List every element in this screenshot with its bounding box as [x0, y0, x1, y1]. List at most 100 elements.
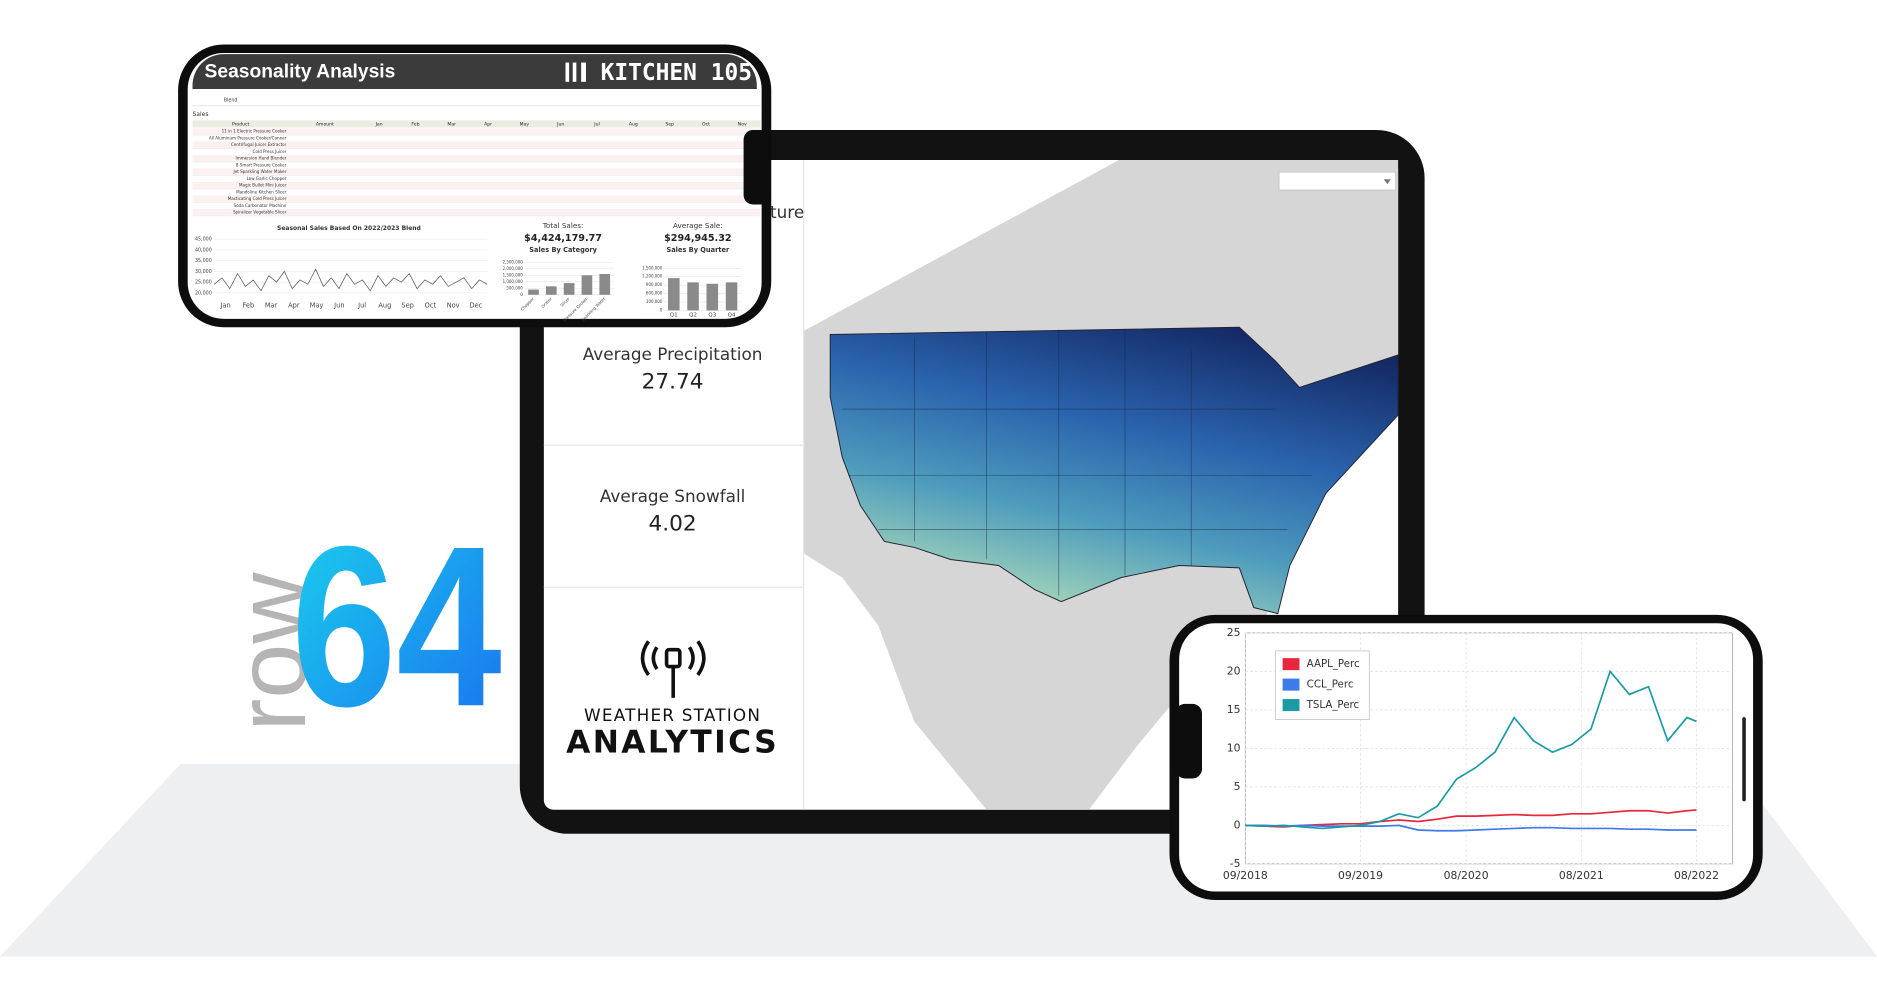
row-stripe — [192, 128, 761, 136]
x-tick-label: Dec — [470, 302, 483, 310]
kpi-label: Total Sales: — [542, 221, 584, 230]
y-tick-label: 1,500,000 — [503, 272, 524, 277]
sheet-title: Seasonality Analysis — [205, 61, 396, 82]
product-name: Jet Sparkling Water Maker — [233, 169, 287, 174]
sheet-label: Sales — [193, 111, 209, 118]
x-tick-label: Nov — [447, 302, 460, 310]
dropdown-arrow — [1383, 179, 1391, 185]
state-borders — [842, 329, 1312, 596]
product-name: Soda Carbonator Machine — [234, 203, 287, 208]
kpi-value: $294,945.32 — [664, 233, 731, 244]
column-header: Nov — [738, 121, 747, 127]
phone-notch — [743, 129, 771, 205]
y-tick-label: 1,500,000 — [642, 265, 663, 270]
seasonal-line — [213, 268, 488, 292]
y-tick-label: 0 — [1234, 818, 1241, 831]
y-tick-label: 900,000 — [646, 282, 663, 287]
x-tick-label: Jun — [333, 302, 344, 310]
category-title: Sales By Category — [529, 246, 597, 254]
bar — [668, 278, 680, 311]
antenna-icon — [640, 640, 706, 698]
x-tick-label: 08/2020 — [1444, 869, 1489, 882]
phone-notch — [1175, 703, 1203, 779]
y-tick-label: 35,000 — [195, 258, 212, 264]
bar — [725, 282, 738, 311]
line-chart: -5 0 5 10 15 20 25 09/2018 09/2019 08/2020 08/2021… — [1223, 626, 1733, 882]
column-header: Mar — [447, 121, 456, 127]
column-header: Amount — [316, 121, 334, 127]
column-header: Sep — [665, 121, 674, 127]
product-name: Centrifugal Juicer Extractor — [231, 142, 287, 147]
logo-line2: ANALYTICS — [566, 725, 779, 761]
column-header: Jan — [375, 121, 383, 127]
phone-stock-chart: -5 0 5 10 15 20 25 09/2018 09/2019 08/2020 08/2021… — [1169, 614, 1763, 900]
row-stripe — [192, 195, 761, 203]
series-line — [1245, 824, 1697, 832]
quarter-title: Sales By Quarter — [666, 246, 730, 254]
product-name: 8 Smart Pressure Cooker — [236, 162, 287, 167]
dropdown[interactable] — [1278, 171, 1397, 191]
bar — [599, 273, 611, 295]
x-tick-label: Jan — [219, 302, 230, 310]
sheet-header — [192, 54, 757, 90]
y-tick-label: 5 — [1234, 780, 1241, 793]
y-tick-label: 25 — [1227, 626, 1241, 639]
y-tick-label: 10 — [1227, 741, 1241, 754]
product-name: Mandoline Kitchen Slicer — [236, 189, 287, 194]
x-tick-label: 08/2021 — [1559, 869, 1604, 882]
product-name: Low Garlic Chopper — [247, 176, 287, 181]
seasonal-chart: 20,000 25,000 30,000 35,000 40,000 45,000 Jan F… — [195, 237, 488, 310]
bar — [581, 275, 593, 295]
y-tick-label: 0 — [520, 292, 523, 297]
x-tick-label: Feb — [242, 302, 254, 310]
legend-swatch — [1282, 658, 1300, 671]
home-indicator — [1742, 717, 1746, 802]
x-tick-label: Aug — [378, 302, 391, 310]
metric-value: 4.02 — [648, 512, 696, 537]
metric-label: Average Precipitation — [583, 344, 763, 364]
column-header: Feb — [411, 121, 419, 127]
dashboard-title: ture — [770, 202, 804, 222]
y-tick-label: 40,000 — [195, 247, 212, 253]
filter-label: Blend — [224, 97, 238, 103]
product-name: All Aluminum Pressure Cooker/Canner — [209, 135, 287, 140]
series-line — [1245, 669, 1697, 830]
y-tick-label: 1,000,000 — [503, 279, 524, 284]
product-name: Immersion Hand Blender — [236, 156, 287, 161]
brand-number: 64 — [291, 499, 502, 754]
series-line — [1245, 809, 1697, 828]
column-header: May — [520, 121, 530, 127]
phone-spreadsheet: Seasonality Analysis KITCHEN 105 Blend S… — [178, 44, 772, 328]
y-tick-label: 0 — [660, 307, 663, 312]
y-tick-label: -5 — [1230, 857, 1241, 870]
us-map — [829, 326, 1399, 615]
y-tick-label: 300,000 — [646, 299, 663, 304]
x-tick-label: Slicer — [559, 296, 571, 308]
column-header: Jul — [593, 121, 600, 127]
y-tick-label: 2,500,000 — [503, 259, 524, 264]
x-tick-label: May — [310, 302, 324, 310]
x-tick-label: 09/2019 — [1338, 869, 1383, 882]
seasonal-title: Seasonal Sales Based On 2022/2023 Blend — [277, 225, 421, 232]
y-tick-label: 30,000 — [195, 269, 212, 275]
column-header: Jun — [556, 121, 564, 127]
fork-icon — [565, 62, 586, 82]
y-tick-label: 20 — [1227, 664, 1241, 677]
product-name: Cold Press Juicer — [253, 149, 287, 154]
brand-word: row — [216, 572, 326, 732]
y-tick-label: 20,000 — [195, 290, 212, 296]
x-tick-label: Q4 — [728, 313, 736, 319]
metric-value: 27.74 — [642, 370, 704, 395]
sheet-table: Product Amount Jan Feb Mar Apr May Jun Jul Aug Sep… — [192, 120, 761, 217]
x-tick-label: Apr — [288, 302, 300, 310]
legend-label: AAPL_Perc — [1307, 659, 1360, 670]
x-tick-label: 08/2022 — [1674, 869, 1719, 882]
y-tick-label: 45,000 — [195, 237, 212, 243]
row-stripe — [192, 155, 761, 163]
product-name: Masticating Cold Press Juicer — [228, 196, 287, 201]
header-row — [192, 120, 761, 128]
x-tick-label: Q3 — [708, 313, 716, 319]
bar — [545, 286, 557, 295]
row-stripe — [192, 141, 761, 149]
